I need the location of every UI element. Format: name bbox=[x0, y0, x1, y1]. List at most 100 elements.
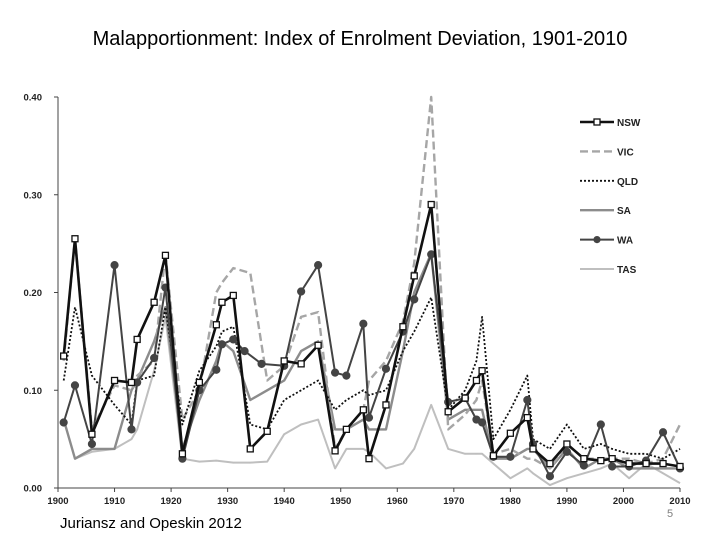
legend-item-sa: SA bbox=[580, 206, 631, 217]
legend-item-vic: VIC bbox=[580, 147, 634, 158]
data-point-qld bbox=[600, 443, 602, 445]
data-point-qld bbox=[334, 409, 336, 411]
data-point-qld bbox=[679, 448, 681, 450]
data-point-nsw bbox=[212, 321, 220, 329]
series-nsw bbox=[60, 200, 684, 471]
data-point-vic bbox=[300, 316, 302, 318]
data-point-sa bbox=[249, 399, 251, 401]
data-point-nsw bbox=[359, 406, 367, 414]
data-point-sa bbox=[334, 428, 336, 430]
data-point-wa bbox=[217, 340, 227, 349]
data-point-wa bbox=[150, 353, 159, 363]
legend-label-qld: QLD bbox=[617, 177, 638, 188]
data-point-sa bbox=[232, 350, 234, 352]
data-point-nsw bbox=[280, 357, 288, 365]
data-point-nsw bbox=[478, 367, 486, 375]
data-point-qld bbox=[221, 330, 223, 332]
data-point-wa bbox=[562, 447, 572, 456]
data-point-wa bbox=[608, 462, 617, 471]
data-point-vic bbox=[679, 423, 681, 425]
data-point-nsw bbox=[608, 455, 616, 463]
data-point-wa bbox=[545, 472, 555, 481]
data-point-sa bbox=[74, 457, 76, 459]
data-point-tas bbox=[130, 438, 132, 440]
data-point-qld bbox=[300, 389, 302, 391]
data-point-wa bbox=[579, 461, 588, 470]
data-point-qld bbox=[413, 330, 415, 332]
data-point-nsw bbox=[427, 200, 435, 209]
data-point-qld bbox=[113, 404, 115, 406]
data-point-tas bbox=[549, 484, 551, 486]
data-point-tas bbox=[430, 404, 432, 406]
data-point-nsw bbox=[150, 298, 158, 306]
y-tick-label: 0.40 bbox=[24, 93, 43, 104]
data-point-wa bbox=[506, 452, 515, 461]
data-point-nsw bbox=[563, 440, 571, 448]
data-point-tas bbox=[566, 477, 568, 479]
data-point-vic bbox=[532, 457, 534, 459]
data-point-vic bbox=[266, 379, 268, 381]
data-point-qld bbox=[549, 448, 551, 450]
data-point-tas bbox=[136, 428, 138, 430]
data-point-nsw bbox=[110, 376, 119, 385]
data-point-wa bbox=[427, 250, 436, 259]
legend-item-qld: QLD bbox=[580, 177, 638, 188]
y-tick-label: 0.20 bbox=[24, 288, 43, 299]
data-point-nsw bbox=[60, 352, 68, 360]
data-point-tas bbox=[198, 460, 200, 462]
data-point-tas bbox=[662, 472, 664, 474]
data-point-vic bbox=[317, 311, 319, 313]
data-point-qld bbox=[481, 316, 483, 318]
data-point-qld bbox=[385, 389, 387, 391]
data-point-nsw bbox=[472, 376, 481, 385]
data-point-qld bbox=[509, 409, 511, 411]
data-point-tas bbox=[249, 461, 251, 463]
data-point-qld bbox=[583, 448, 585, 450]
data-point-wa bbox=[523, 395, 532, 405]
data-point-tas bbox=[509, 477, 511, 479]
slide-title: Malapportionment: Index of Enrolment Dev… bbox=[92, 28, 628, 50]
data-point-tas bbox=[628, 477, 630, 479]
data-point-tas bbox=[345, 448, 347, 450]
data-point-wa bbox=[658, 428, 668, 437]
data-point-vic bbox=[475, 399, 477, 401]
data-point-nsw bbox=[178, 450, 187, 458]
data-point-wa bbox=[257, 359, 266, 368]
data-point-nsw bbox=[461, 394, 469, 402]
data-point-qld bbox=[611, 448, 613, 450]
data-point-qld bbox=[362, 389, 364, 391]
data-point-tas bbox=[679, 482, 681, 484]
data-point-wa bbox=[364, 413, 374, 422]
data-point-nsw bbox=[410, 272, 418, 280]
data-point-wa bbox=[342, 371, 351, 380]
data-point-wa bbox=[240, 347, 249, 356]
data-point-qld bbox=[91, 374, 93, 376]
data-point-nsw bbox=[71, 235, 79, 243]
data-point-vic bbox=[526, 457, 528, 459]
data-point-qld bbox=[645, 453, 647, 455]
data-point-vic bbox=[62, 360, 64, 362]
data-point-tas bbox=[492, 462, 494, 464]
data-point-qld bbox=[153, 374, 155, 376]
data-point-nsw bbox=[127, 378, 136, 387]
data-point-wa bbox=[410, 295, 419, 304]
data-point-sa bbox=[413, 291, 415, 293]
data-point-nsw bbox=[506, 429, 515, 437]
data-point-tas bbox=[481, 453, 483, 455]
data-point-qld bbox=[402, 350, 404, 352]
data-point-sa bbox=[662, 467, 664, 469]
legend-label-tas: TAS bbox=[617, 265, 637, 276]
data-point-vic bbox=[464, 413, 466, 415]
data-point-nsw bbox=[88, 430, 96, 438]
series-qld bbox=[62, 296, 681, 460]
x-tick-label: 1940 bbox=[274, 496, 295, 507]
data-point-tas bbox=[475, 453, 477, 455]
data-point-tas bbox=[532, 472, 534, 474]
data-point-nsw bbox=[546, 459, 554, 468]
data-point-tas bbox=[300, 423, 302, 425]
legend-label-wa: WA bbox=[617, 236, 633, 247]
data-point-nsw bbox=[297, 360, 305, 368]
data-point-vic bbox=[368, 379, 370, 381]
data-point-nsw bbox=[444, 408, 452, 416]
page-number: 5 bbox=[666, 508, 674, 520]
